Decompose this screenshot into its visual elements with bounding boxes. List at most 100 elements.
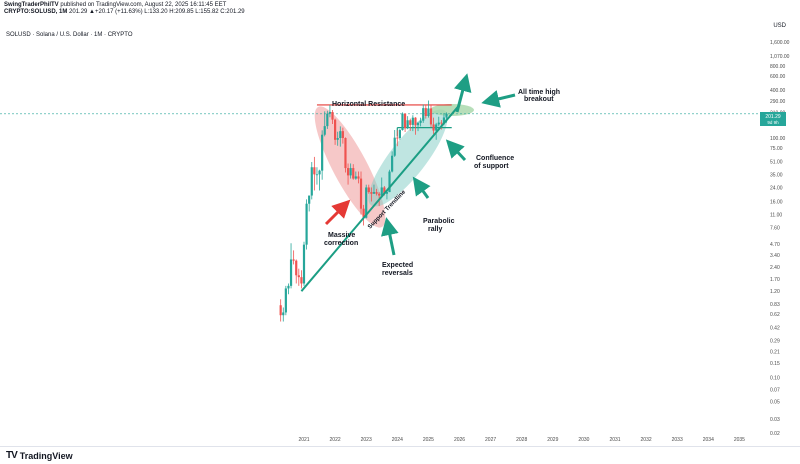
candle-body <box>352 168 355 179</box>
y-tick-label: 75.00 <box>770 146 783 152</box>
candle-body <box>331 111 334 120</box>
expected-reversal-arrow <box>381 217 399 256</box>
candle-body <box>398 130 401 139</box>
candle <box>297 268 300 286</box>
currency-label: USD <box>773 23 786 29</box>
y-tick-label: 11.00 <box>770 212 782 218</box>
candle <box>349 163 352 179</box>
horizontal-resistance-label: Horizontal Resistance <box>332 101 405 108</box>
massive-correction-arrow <box>324 199 351 226</box>
candle <box>419 117 422 127</box>
candle <box>370 187 373 202</box>
author-name[interactable]: SwingTraderPhilTV <box>4 2 59 8</box>
candle-body <box>289 259 293 286</box>
candle-body <box>308 195 311 204</box>
price-chart[interactable]: 1,600.00 1,070.00 800.00 600.00 400.00 290.00… <box>0 0 800 446</box>
candle-body <box>383 187 386 194</box>
candle-body <box>287 285 290 289</box>
candle-body <box>349 168 352 176</box>
candle <box>323 111 326 137</box>
chart-title: SOLUSD · Solana / U.S. Dollar · 1M · CRY… <box>6 32 133 38</box>
y-tick-label: 0.02 <box>770 431 780 437</box>
candle-body <box>414 117 417 126</box>
candle <box>354 171 357 180</box>
y-tick-label: 0.10 <box>770 375 780 381</box>
y-tick-label: 400.00 <box>770 88 786 94</box>
y-tick-label: 0.83 <box>770 302 780 308</box>
y-tick-label: 35.00 <box>770 172 783 178</box>
candle-body <box>365 187 368 218</box>
x-tick-label: 2029 <box>547 437 558 443</box>
candle <box>416 121 420 132</box>
y-tick-label: 100.00 <box>770 136 786 142</box>
candle-body <box>424 108 427 116</box>
candle-body <box>302 244 306 284</box>
y-tick-label: 1.20 <box>770 289 780 295</box>
y-tick-label: 0.15 <box>770 361 780 367</box>
footer: TV TradingView <box>0 446 800 464</box>
candle <box>305 199 308 250</box>
candle-body <box>305 203 308 245</box>
candle <box>328 104 332 118</box>
candle <box>336 131 339 146</box>
candle <box>352 164 355 180</box>
y-tick-label: 51.00 <box>770 159 783 165</box>
candle <box>396 130 399 147</box>
x-tick-label: 2034 <box>703 437 714 443</box>
candle-body <box>354 176 357 179</box>
candle <box>359 171 363 215</box>
candle-body <box>310 167 313 196</box>
y-tick-label: 0.21 <box>770 350 780 356</box>
y-tick-label: 2.40 <box>770 265 780 271</box>
candle <box>331 109 334 124</box>
candle-body <box>339 131 342 139</box>
candle <box>403 113 407 132</box>
highlight-zones <box>314 104 474 228</box>
price-axis[interactable]: 1,600.00 1,070.00 800.00 600.00 400.00 290.00… <box>770 40 790 437</box>
candle-body <box>375 192 378 194</box>
y-tick-label: 4.70 <box>770 242 780 248</box>
candle-body <box>411 117 414 125</box>
candle <box>318 169 321 191</box>
x-tick-label: 2028 <box>516 437 527 443</box>
candle-body <box>279 305 282 316</box>
candle-body <box>442 117 446 123</box>
candle <box>321 130 324 180</box>
candle <box>279 299 282 322</box>
candle-body <box>318 170 321 175</box>
candle-body <box>372 192 376 194</box>
candle <box>414 117 417 135</box>
candle-body <box>323 126 326 135</box>
ath-arrow <box>481 90 516 108</box>
candle <box>334 118 337 145</box>
tradingview-logo[interactable]: TV TradingView <box>6 450 73 461</box>
parabolic-rally-arrow <box>412 176 431 199</box>
candle-body <box>406 120 409 129</box>
candle-body <box>391 155 394 172</box>
confluence-label-line2: of support <box>474 163 509 170</box>
candle-body <box>334 119 337 140</box>
y-tick-label: 0.42 <box>770 326 780 332</box>
y-tick-label: 0.29 <box>770 338 780 344</box>
symbol-line: CRYPTO:SOLUSD, 1M <box>4 9 68 15</box>
time-axis[interactable]: 2021 2022 2023 2024 2025 2026 2027 2028 2029 2030… <box>298 437 745 443</box>
candle <box>339 126 342 147</box>
candle <box>289 243 293 289</box>
candle-body <box>295 260 298 276</box>
x-tick-label: 2035 <box>734 437 745 443</box>
candle-body <box>385 192 389 194</box>
candle-body <box>315 174 319 176</box>
candle <box>295 259 298 284</box>
y-tick-label: 1,600.00 <box>770 40 790 46</box>
y-tick-label: 7.60 <box>770 225 780 231</box>
rally-zone <box>368 109 448 207</box>
candle <box>422 104 425 123</box>
ath-label-line2: breakout <box>524 96 554 103</box>
candle <box>282 307 285 322</box>
candle-body <box>432 124 435 131</box>
candle <box>427 100 430 118</box>
candle <box>406 116 409 130</box>
candle-body <box>416 122 420 126</box>
y-tick-label: 0.07 <box>770 388 780 394</box>
candle-body <box>336 138 339 140</box>
